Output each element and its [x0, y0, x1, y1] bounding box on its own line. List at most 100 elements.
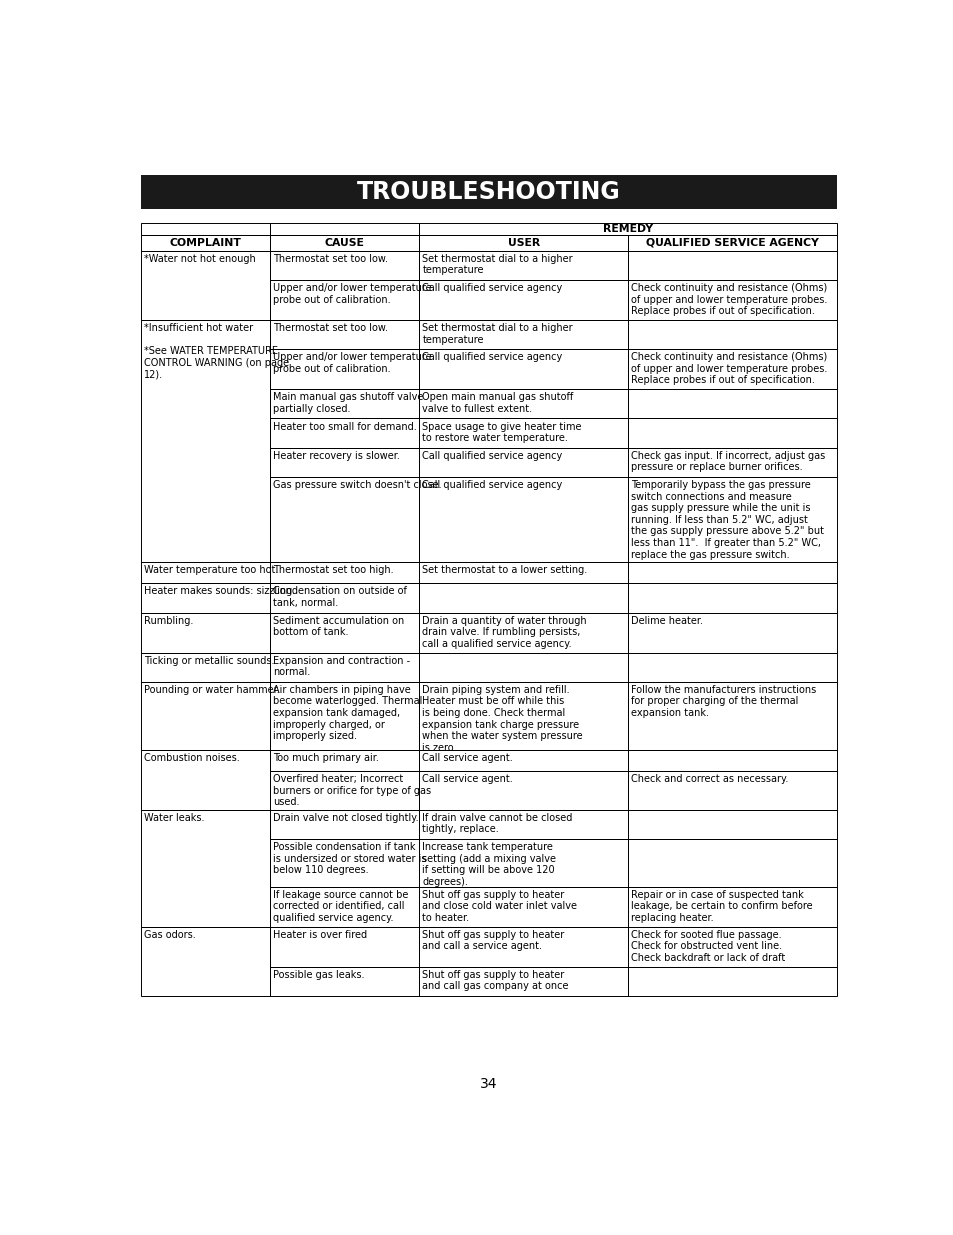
- Bar: [141, 222, 270, 235]
- Text: If drain valve cannot be closed
tightly, replace.: If drain valve cannot be closed tightly,…: [422, 813, 572, 835]
- Bar: [627, 613, 836, 652]
- Text: Possible condensation if tank
is undersized or stored water is
below 110 degrees: Possible condensation if tank is undersi…: [273, 842, 426, 876]
- Text: Call qualified service agency: Call qualified service agency: [422, 480, 562, 490]
- Text: Combustion noises.: Combustion noises.: [144, 752, 239, 763]
- Bar: [141, 562, 270, 583]
- Bar: [419, 583, 627, 613]
- Bar: [419, 887, 627, 926]
- Text: Check continuity and resistance (Ohms)
of upper and lower temperature probes.
Re: Check continuity and resistance (Ohms) o…: [631, 283, 826, 316]
- Text: 34: 34: [479, 1077, 497, 1091]
- Text: Temporarily bypass the gas pressure
switch connections and measure
gas supply pr: Temporarily bypass the gas pressure swit…: [631, 480, 823, 559]
- Bar: [270, 448, 419, 477]
- Bar: [627, 280, 836, 320]
- Bar: [270, 750, 419, 771]
- Bar: [627, 771, 836, 810]
- Bar: [627, 419, 836, 448]
- Bar: [419, 477, 627, 562]
- Bar: [270, 350, 419, 389]
- Bar: [270, 389, 419, 419]
- Bar: [141, 926, 270, 995]
- Bar: [270, 562, 419, 583]
- Text: Air chambers in piping have
become waterlogged. Thermal
expansion tank damaged,
: Air chambers in piping have become water…: [273, 685, 422, 741]
- Text: Ticking or metallic sounds.: Ticking or metallic sounds.: [144, 656, 274, 666]
- Text: Check gas input. If incorrect, adjust gas
pressure or replace burner orifices.: Check gas input. If incorrect, adjust ga…: [631, 451, 824, 473]
- Bar: [419, 926, 627, 967]
- Text: Overfired heater; Incorrect
burners or orifice for type of gas
used.: Overfired heater; Incorrect burners or o…: [273, 774, 431, 808]
- Text: Set thermostat dial to a higher
temperature: Set thermostat dial to a higher temperat…: [422, 324, 573, 345]
- Bar: [141, 583, 270, 613]
- Text: Water leaks.: Water leaks.: [144, 813, 204, 823]
- Bar: [627, 682, 836, 750]
- Bar: [270, 583, 419, 613]
- Text: Too much primary air.: Too much primary air.: [273, 752, 378, 763]
- Bar: [270, 839, 419, 887]
- Text: Call service agent.: Call service agent.: [422, 774, 513, 784]
- Bar: [627, 810, 836, 839]
- Bar: [141, 320, 270, 562]
- Bar: [270, 419, 419, 448]
- Text: Water temperature too hot.: Water temperature too hot.: [144, 564, 278, 574]
- Bar: [141, 613, 270, 652]
- Bar: [141, 251, 270, 320]
- Text: Call service agent.: Call service agent.: [422, 752, 513, 763]
- Text: Pounding or water hammer.: Pounding or water hammer.: [144, 685, 279, 695]
- Bar: [627, 350, 836, 389]
- Text: Thermostat set too low.: Thermostat set too low.: [273, 253, 387, 264]
- Bar: [627, 477, 836, 562]
- Bar: [141, 652, 270, 682]
- Bar: [270, 771, 419, 810]
- Bar: [419, 222, 836, 235]
- Bar: [419, 389, 627, 419]
- Bar: [627, 926, 836, 967]
- Bar: [419, 810, 627, 839]
- Bar: [270, 810, 419, 839]
- Text: Call qualified service agency: Call qualified service agency: [422, 283, 562, 293]
- Bar: [270, 652, 419, 682]
- Text: Repair or in case of suspected tank
leakage, be certain to confirm before
replac: Repair or in case of suspected tank leak…: [631, 889, 812, 923]
- Bar: [627, 320, 836, 350]
- Text: Sediment accumulation on
bottom of tank.: Sediment accumulation on bottom of tank.: [273, 615, 404, 637]
- Text: Condensation on outside of
tank, normal.: Condensation on outside of tank, normal.: [273, 587, 406, 608]
- Bar: [627, 389, 836, 419]
- Text: QUALIFIED SERVICE AGENCY: QUALIFIED SERVICE AGENCY: [645, 238, 818, 248]
- Bar: [141, 682, 270, 750]
- Bar: [627, 887, 836, 926]
- Text: Space usage to give heater time
to restore water temperature.: Space usage to give heater time to resto…: [422, 421, 581, 443]
- Text: Possible gas leaks.: Possible gas leaks.: [273, 969, 364, 979]
- Text: Open main manual gas shutoff
valve to fullest extent.: Open main manual gas shutoff valve to fu…: [422, 393, 573, 414]
- Bar: [270, 682, 419, 750]
- Text: Drain piping system and refill.
Heater must be off while this
is being done. Che: Drain piping system and refill. Heater m…: [422, 685, 582, 753]
- Text: REMEDY: REMEDY: [602, 224, 653, 235]
- Bar: [627, 251, 836, 280]
- Bar: [419, 280, 627, 320]
- Text: Shut off gas supply to heater
and close cold water inlet valve
to heater.: Shut off gas supply to heater and close …: [422, 889, 577, 923]
- Bar: [419, 771, 627, 810]
- Bar: [270, 280, 419, 320]
- Text: CAUSE: CAUSE: [324, 238, 364, 248]
- Text: Check and correct as necessary.: Check and correct as necessary.: [631, 774, 788, 784]
- Bar: [627, 652, 836, 682]
- Text: TROUBLESHOOTING: TROUBLESHOOTING: [356, 180, 620, 204]
- Bar: [627, 839, 836, 887]
- Bar: [270, 222, 419, 235]
- Text: Gas pressure switch doesn't close.: Gas pressure switch doesn't close.: [273, 480, 441, 490]
- Text: Shut off gas supply to heater
and call a service agent.: Shut off gas supply to heater and call a…: [422, 930, 564, 951]
- Bar: [270, 887, 419, 926]
- Text: Thermostat set too high.: Thermostat set too high.: [273, 564, 393, 574]
- Text: Rumbling.: Rumbling.: [144, 615, 193, 626]
- Text: Main manual gas shutoff valve
partially closed.: Main manual gas shutoff valve partially …: [273, 393, 423, 414]
- Bar: [141, 810, 270, 926]
- Bar: [419, 320, 627, 350]
- Bar: [627, 235, 836, 251]
- Bar: [419, 613, 627, 652]
- Bar: [419, 750, 627, 771]
- Bar: [419, 839, 627, 887]
- Text: Check for sooted flue passage.
Check for obstructed vent line.
Check backdraft o: Check for sooted flue passage. Check for…: [631, 930, 784, 963]
- Text: Increase tank temperature
setting (add a mixing valve
if setting will be above 1: Increase tank temperature setting (add a…: [422, 842, 556, 887]
- Text: Thermostat set too low.: Thermostat set too low.: [273, 324, 387, 333]
- Text: Upper and/or lower temperature
probe out of calibration.: Upper and/or lower temperature probe out…: [273, 352, 431, 374]
- Bar: [419, 448, 627, 477]
- Bar: [270, 320, 419, 350]
- Bar: [419, 682, 627, 750]
- Bar: [270, 926, 419, 967]
